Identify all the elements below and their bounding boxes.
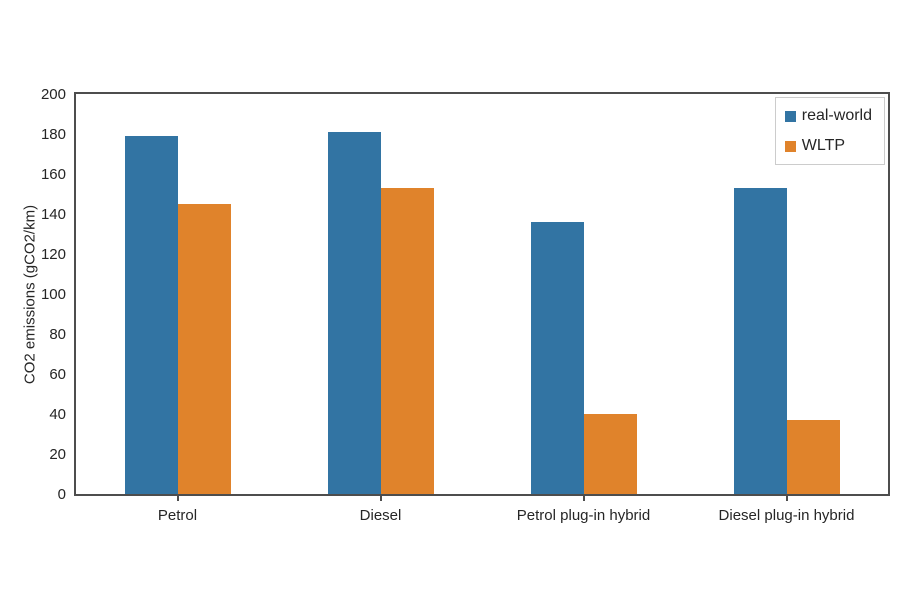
bar-wltp-diesel-plug-in-hybrid bbox=[786, 420, 840, 494]
bar-wltp-diesel bbox=[380, 188, 434, 494]
y-tick-label-120: 120 bbox=[40, 246, 66, 263]
y-tick-label-140: 140 bbox=[40, 206, 66, 223]
y-tick-label-180: 180 bbox=[40, 126, 66, 143]
y-tick-label-60: 60 bbox=[49, 366, 66, 383]
legend-swatch-wltp-icon bbox=[784, 140, 796, 152]
x-tick-mark-diesel bbox=[379, 496, 382, 501]
bar-wltp-petrol-plug-in-hybrid bbox=[583, 414, 637, 494]
y-tick-label-100: 100 bbox=[40, 286, 66, 303]
bar-wltp-petrol bbox=[177, 204, 231, 494]
x-tick-label-petrol: Petrol bbox=[157, 507, 198, 524]
y-tick-label-160: 160 bbox=[40, 166, 66, 183]
x-tick-label-diesel-plug-in-hybrid: Diesel plug-in hybrid bbox=[718, 507, 855, 524]
y-tick-label-0: 0 bbox=[57, 486, 66, 503]
bar-real-world-diesel-plug-in-hybrid bbox=[733, 188, 787, 494]
legend-label-real-world: real-world bbox=[801, 107, 872, 124]
legend: real-world WLTP bbox=[774, 97, 885, 165]
legend-swatch-real-world-icon bbox=[784, 110, 796, 122]
bar-real-world-diesel bbox=[327, 132, 381, 494]
x-tick-label-petrol-plug-in-hybrid: Petrol plug-in hybrid bbox=[516, 507, 651, 524]
y-tick-label-200: 200 bbox=[40, 86, 66, 103]
y-tick-label-20: 20 bbox=[49, 446, 66, 463]
x-tick-mark-petrol-plug-in-hybrid bbox=[582, 496, 585, 501]
legend-item-wltp: WLTP bbox=[784, 137, 872, 155]
bar-real-world-petrol-plug-in-hybrid bbox=[530, 222, 584, 494]
y-tick-label-80: 80 bbox=[49, 326, 66, 343]
x-tick-mark-petrol bbox=[176, 496, 179, 501]
plot-area: real-world WLTP bbox=[74, 92, 890, 496]
y-tick-label-40: 40 bbox=[49, 406, 66, 423]
bar-real-world-petrol bbox=[124, 136, 178, 494]
legend-label-wltp: WLTP bbox=[801, 137, 846, 154]
x-tick-label-diesel: Diesel bbox=[359, 507, 402, 524]
x-tick-mark-diesel-plug-in-hybrid bbox=[785, 496, 788, 501]
legend-item-real-world: real-world bbox=[784, 107, 872, 125]
